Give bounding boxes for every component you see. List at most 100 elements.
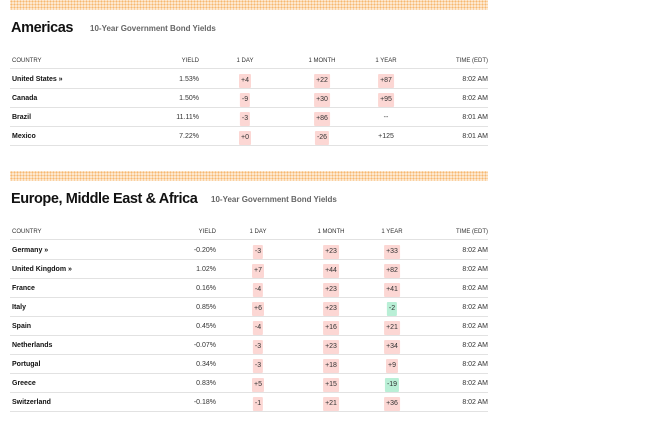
change: -19: [384, 378, 400, 392]
country-name: Spain: [12, 323, 32, 330]
yield: 0.16%: [196, 285, 216, 292]
change: +95: [378, 93, 394, 107]
change: +0: [239, 131, 251, 145]
time: 8:02 AM: [462, 95, 488, 102]
yield: 0.85%: [196, 304, 216, 311]
yield: 1.50%: [179, 95, 199, 102]
change: -26: [314, 131, 330, 145]
row-rule: [10, 88, 488, 89]
time: 8:02 AM: [462, 399, 488, 406]
column-header: 1 YEAR: [375, 58, 397, 64]
change: +23: [323, 340, 339, 354]
column-header: 1 DAY: [249, 229, 267, 235]
time: 8:02 AM: [462, 361, 488, 368]
decor-strip: [10, 0, 488, 10]
yield: -0.20%: [193, 247, 216, 254]
yield: 0.34%: [196, 361, 216, 368]
time: 8:01 AM: [462, 114, 488, 121]
time: 8:02 AM: [462, 304, 488, 311]
change: +5: [252, 378, 264, 392]
row-rule: [10, 373, 488, 374]
row-rule: [10, 68, 488, 69]
change: -9: [239, 93, 251, 107]
country-name: Italy: [12, 304, 27, 311]
change: +125: [378, 133, 394, 140]
country-name: Germany »: [12, 247, 49, 254]
change: +34: [384, 340, 400, 354]
decor-strip: [10, 171, 488, 181]
change: +86: [314, 112, 330, 126]
column-header: 1 YEAR: [381, 229, 403, 235]
row-rule: [10, 316, 488, 317]
yield: -0.07%: [193, 342, 216, 349]
row-rule: [10, 239, 488, 240]
yield: 11.11%: [176, 114, 199, 121]
yield: 0.45%: [196, 323, 216, 330]
change: -3: [239, 112, 251, 126]
change: -1: [252, 397, 264, 411]
change: --: [383, 114, 389, 121]
change: +22: [314, 74, 330, 88]
change: +23: [323, 245, 339, 259]
row-rule: [10, 354, 488, 355]
column-header: TIME (EDT): [456, 58, 488, 64]
country-name: Canada: [12, 95, 38, 102]
row-rule: [10, 107, 488, 108]
change: -4: [252, 321, 264, 335]
change: +33: [384, 245, 400, 259]
change: +36: [384, 397, 400, 411]
change: +41: [384, 283, 400, 297]
change: +4: [239, 74, 251, 88]
column-header: YIELD: [181, 58, 199, 64]
change: +9: [386, 359, 398, 373]
row-rule: [10, 335, 488, 336]
country-name: Switzerland: [12, 399, 51, 406]
section-title: Americas: [11, 20, 74, 36]
country-name: Brazil: [12, 114, 32, 121]
country-name: Mexico: [12, 133, 36, 140]
time: 8:02 AM: [462, 247, 488, 254]
change: +7: [252, 264, 264, 278]
country-name: Greece: [12, 380, 36, 387]
change: +23: [323, 302, 339, 316]
change: +82: [384, 264, 400, 278]
column-header: 1 MONTH: [308, 58, 336, 64]
row-rule: [10, 259, 488, 260]
change: +15: [323, 378, 339, 392]
section-subtitle: 10-Year Government Bond Yields: [211, 195, 337, 204]
time: 8:02 AM: [462, 285, 488, 292]
change: +21: [323, 397, 339, 411]
column-header: COUNTRY: [12, 229, 42, 235]
change: +30: [314, 93, 330, 107]
time: 8:02 AM: [462, 76, 488, 83]
time: 8:02 AM: [462, 342, 488, 349]
change: +21: [384, 321, 400, 335]
time: 8:02 AM: [462, 380, 488, 387]
change: -2: [386, 302, 398, 316]
yield: 1.02%: [196, 266, 216, 273]
change: +87: [378, 74, 394, 88]
country-name: United Kingdom »: [12, 266, 72, 273]
section-subtitle: 10-Year Government Bond Yields: [90, 24, 216, 33]
change: +23: [323, 283, 339, 297]
column-header: TIME (EDT): [456, 229, 488, 235]
column-header: 1 MONTH: [317, 229, 345, 235]
row-rule: [10, 145, 488, 146]
change: -3: [252, 359, 264, 373]
time: 8:01 AM: [462, 133, 488, 140]
change: -3: [252, 340, 264, 354]
change: +44: [323, 264, 339, 278]
country-name: France: [12, 285, 35, 292]
country-name: Portugal: [12, 361, 41, 368]
row-rule: [10, 297, 488, 298]
time: 8:02 AM: [462, 323, 488, 330]
change: +16: [323, 321, 339, 335]
row-rule: [10, 278, 488, 279]
change: +18: [323, 359, 339, 373]
column-header: COUNTRY: [12, 58, 42, 64]
section-title: Europe, Middle East & Africa: [11, 191, 198, 207]
country-name: United States »: [12, 76, 63, 83]
column-header: 1 DAY: [236, 58, 254, 64]
